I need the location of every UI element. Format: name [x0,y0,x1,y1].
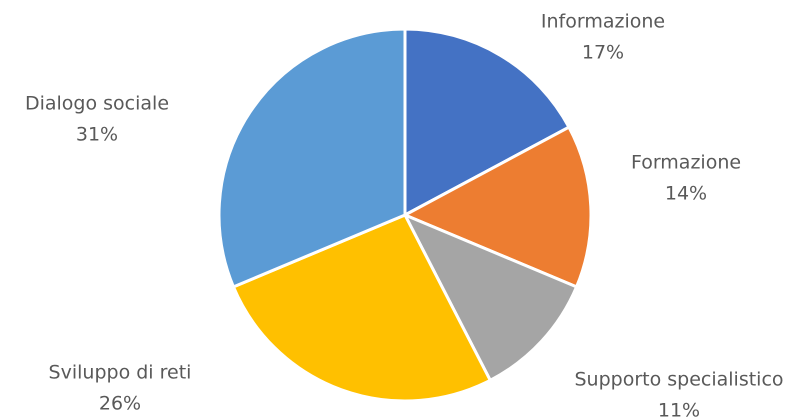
pie-slice [403,27,571,217]
pie-slice [403,213,579,382]
pie-slice [217,27,407,289]
slice-label: Dialogo sociale [25,93,169,115]
slice-value-label: 31% [76,124,118,146]
slice-value-label: 17% [582,42,624,64]
slice-value-label: 11% [658,400,700,417]
slice-value-label: 26% [99,393,141,415]
pie-slice [403,125,593,289]
slice-label: Sviluppo di reti [49,362,192,384]
slice-label: Formazione [631,152,741,174]
slice-label: Supporto specialistico [574,369,783,391]
slice-label: Informazione [541,11,665,33]
slice-value-label: 14% [665,183,707,205]
